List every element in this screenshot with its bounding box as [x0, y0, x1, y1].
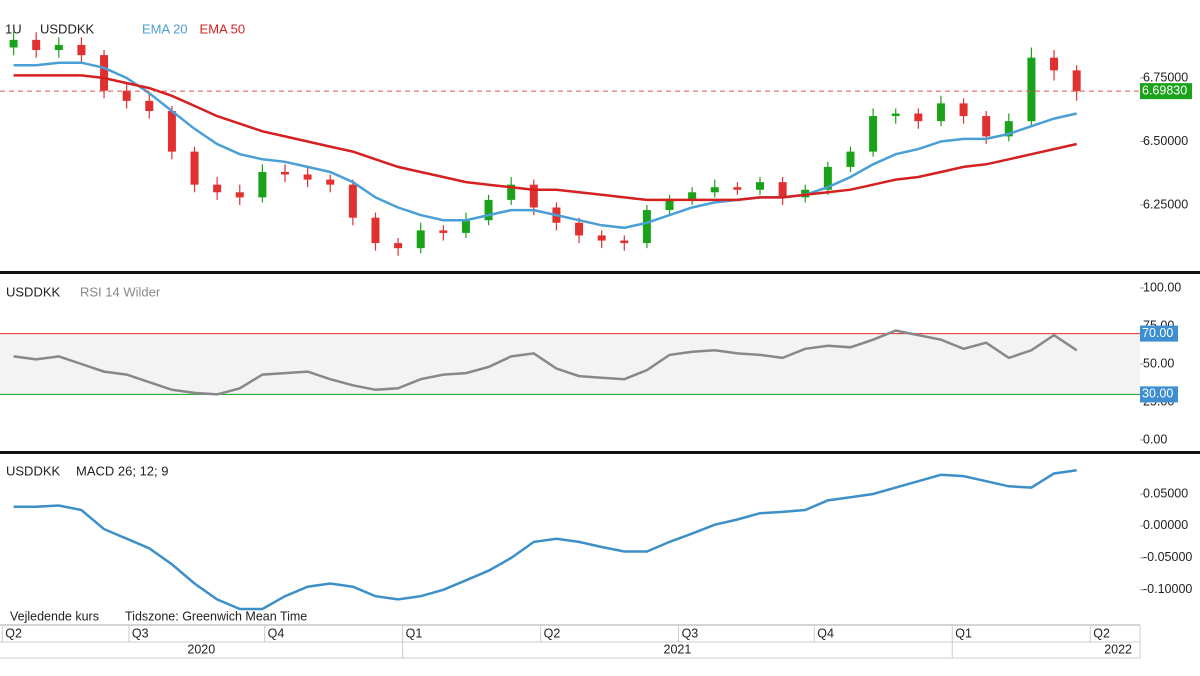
- y-tick-label: 100.00: [1143, 280, 1181, 294]
- candle-body: [959, 103, 968, 117]
- candle-body: [394, 243, 403, 249]
- candle-body: [507, 184, 516, 200]
- candle-body: [597, 235, 606, 241]
- panel-title: USDDKK: [6, 463, 61, 478]
- ema-line: [13, 61, 1077, 230]
- legend-entry: EMA 50: [200, 21, 246, 36]
- y-tick-label: 6.50000: [1143, 134, 1188, 148]
- candle-body: [823, 166, 832, 190]
- x-tick-label: Q4: [817, 626, 834, 640]
- panel-title: USDDKK: [40, 21, 95, 36]
- panel-subtitle: RSI 14 Wilder: [80, 284, 161, 299]
- candle-body: [1027, 57, 1036, 122]
- candle-body: [620, 240, 629, 244]
- last-price-label: 6.69830: [1142, 83, 1187, 97]
- x-tick-label: Q4: [268, 626, 285, 640]
- level-box: [1140, 325, 1178, 342]
- candle-body: [54, 44, 63, 51]
- candle-body: [235, 192, 244, 198]
- y-tick-label: 0.00: [1143, 432, 1167, 446]
- panel-subtitle: MACD 26; 12; 9: [76, 463, 169, 478]
- level-box: [1140, 386, 1178, 403]
- legend-entry: EMA 20: [142, 21, 188, 36]
- candle-body: [1050, 57, 1059, 71]
- candle-body: [461, 220, 470, 233]
- ema-line: [13, 74, 1077, 202]
- level-band: [0, 333, 1140, 395]
- x-tick-label: Q2: [5, 626, 22, 640]
- candle-body: [936, 103, 945, 122]
- indicator-line: [13, 329, 1078, 396]
- candle-body: [710, 187, 719, 193]
- x-tick-label: Q3: [682, 626, 699, 640]
- candle-body: [100, 55, 109, 91]
- year-label: 2021: [664, 642, 692, 656]
- candle-body: [869, 116, 878, 152]
- year-label: 2022: [1104, 642, 1132, 656]
- candle-body: [9, 39, 18, 48]
- x-tick-label: Q1: [406, 626, 423, 640]
- year-label: 2020: [187, 642, 215, 656]
- candle-body: [756, 182, 764, 190]
- candle-body: [145, 100, 154, 111]
- candle-body: [575, 222, 584, 236]
- candle-body: [439, 230, 448, 233]
- candle-body: [733, 187, 742, 190]
- candle-body: [529, 184, 538, 208]
- candle-body: [32, 39, 41, 51]
- candle-body: [778, 182, 787, 198]
- candle-body: [1004, 121, 1013, 137]
- level-label: 70.00: [1142, 326, 1173, 340]
- footer-note: Tidszone: Greenwich Mean Time: [125, 609, 307, 623]
- y-tick-label: 0.00000: [1143, 518, 1188, 532]
- x-tick-label: Q1: [955, 626, 972, 640]
- panel-separator: [0, 451, 1200, 454]
- candle-body: [371, 217, 380, 244]
- candle-body: [484, 199, 493, 221]
- y-tick-label: 50.00: [1143, 356, 1174, 370]
- interval: 1U: [5, 21, 22, 36]
- y-tick-label: -0.10000: [1143, 582, 1192, 596]
- y-tick-label: 6.25000: [1143, 197, 1188, 211]
- x-tick-label: Q2: [544, 626, 561, 640]
- candle-body: [846, 151, 855, 167]
- panel-separator: [0, 271, 1200, 274]
- candle-body: [891, 113, 900, 117]
- candle-body: [665, 199, 674, 211]
- candle-body: [167, 110, 176, 152]
- candle-body: [416, 230, 425, 249]
- candle-body: [281, 171, 289, 175]
- x-tick-label: Q3: [132, 626, 149, 640]
- x-tick-label: Q2: [1093, 626, 1110, 640]
- y-tick-label: 0.05000: [1143, 486, 1188, 500]
- candle-body: [326, 179, 335, 185]
- candle-body: [982, 116, 991, 137]
- footer-note: Vejledende kurs: [10, 609, 99, 623]
- y-tick-label: 6.75000: [1143, 70, 1188, 84]
- candle-body: [348, 184, 357, 218]
- last-price-box: [1140, 83, 1192, 100]
- candle-body: [77, 44, 86, 56]
- candle-body: [213, 184, 222, 193]
- candle-body: [258, 171, 267, 198]
- candle-body: [122, 90, 131, 101]
- y-tick-label: -0.05000: [1143, 550, 1192, 564]
- candle-body: [914, 113, 923, 122]
- candle-body: [642, 210, 651, 244]
- panel-title: USDDKK: [6, 284, 61, 299]
- candle-body: [190, 151, 199, 185]
- candle-body: [688, 192, 697, 200]
- candle-body: [303, 174, 312, 180]
- indicator-line: [13, 469, 1077, 611]
- candle-body: [1072, 70, 1081, 92]
- level-label: 30.00: [1142, 387, 1173, 401]
